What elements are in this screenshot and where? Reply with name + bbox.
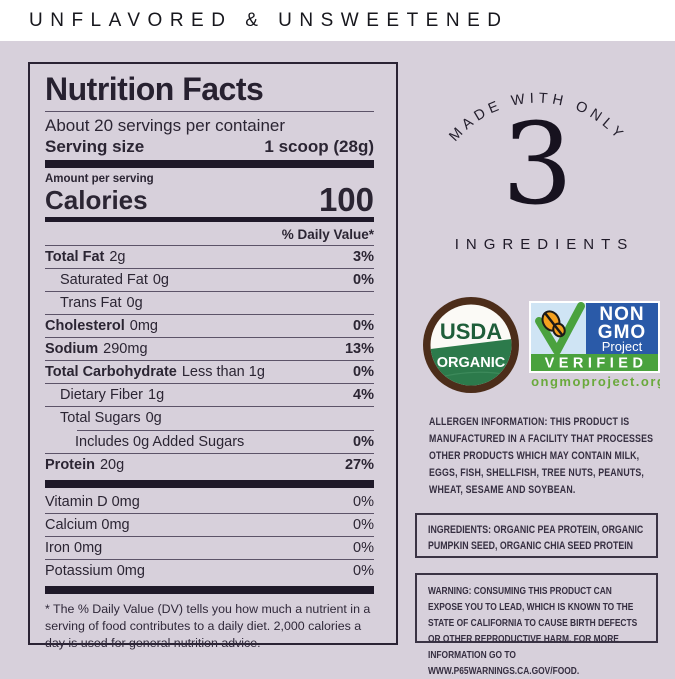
nutrient-amount: 0mg	[129, 318, 158, 334]
nutrient-name: Dietary Fiber	[60, 387, 143, 403]
nutrient-dv: 0%	[353, 364, 374, 380]
butterfly-icon	[541, 310, 566, 338]
ingredients-text: INGREDIENTS: ORGANIC PEA PROTEIN, ORGANI…	[428, 524, 644, 552]
nutrient-dv: 4%	[353, 387, 374, 403]
daily-value-header: % Daily Value*	[45, 224, 374, 246]
thick-divider	[45, 217, 374, 222]
nutrient-dv: 27%	[344, 457, 374, 473]
nutrient-dv: 0%	[353, 563, 374, 579]
ngmo-url: nongmoproject.org	[529, 374, 660, 389]
nutrient-dv: 0%	[353, 540, 374, 556]
nutrient-name: Total Sugars	[60, 410, 141, 426]
nutrient-name: Vitamin D 0mg	[45, 494, 140, 510]
nutrient-name: Iron 0mg	[45, 540, 103, 556]
nutrient-amount: 1g	[148, 387, 165, 403]
thick-divider	[45, 586, 374, 594]
servings-per-container: About 20 servings per container	[45, 116, 286, 135]
nutrient-name: Potassium 0mg	[45, 563, 145, 579]
prop65-warning-box: WARNING: CONSUMING THIS PRODUCT CAN EXPO…	[415, 573, 658, 677]
amount-per-serving-label: Amount per serving	[45, 173, 154, 185]
nutrient-dv: 0%	[353, 517, 374, 533]
nutrition-facts-title: Nutrition Facts	[45, 71, 264, 107]
nutrient-name: Protein	[45, 457, 95, 473]
micronutrient-row-vitamin-d: Vitamin D 0mg 0%	[45, 491, 374, 514]
usda-text: USDA	[440, 319, 502, 344]
ngmo-word-non: NON	[599, 304, 644, 325]
nutrient-row-total-fat: Total Fat 2g 3%	[45, 246, 374, 269]
nutrient-dv: 0%	[353, 434, 374, 450]
top-strip: UNFLAVORED & UNSWEETENED	[0, 0, 675, 41]
daily-value-footnote: * The % Daily Value (DV) tells you how m…	[45, 602, 371, 650]
thick-divider	[45, 480, 374, 488]
nutrient-row-saturated-fat: Saturated Fat 0g 0%	[45, 269, 374, 292]
variant-title: UNFLAVORED & UNSWEETENED	[29, 9, 509, 31]
micronutrient-row-calcium: Calcium 0mg 0%	[45, 514, 374, 537]
made-with-only-arc: MADE WITH ONLY	[446, 91, 624, 145]
nutrient-amount: 0g	[152, 272, 169, 288]
nutrient-name: Sodium	[45, 341, 99, 357]
calories-value: 100	[318, 181, 374, 218]
nutrient-dv: 0%	[353, 272, 374, 288]
ngmo-word-gmo: GMO	[598, 322, 646, 343]
ngmo-verified-text: VERIFIED	[545, 356, 648, 372]
serving-size-value: 1 scoop (28g)	[264, 137, 374, 156]
ngmo-word-project: Project	[602, 339, 643, 354]
nutrient-amount: 20g	[99, 457, 125, 473]
nutrient-row-total-carbohydrate: Total Carbohydrate Less than 1g 0%	[45, 361, 374, 384]
ingredients-box: INGREDIENTS: ORGANIC PEA PROTEIN, ORGANI…	[415, 513, 658, 558]
nutrient-row-sodium: Sodium 290mg 13%	[45, 338, 374, 361]
ingredients-caption: INGREDIENTS	[454, 236, 635, 253]
organic-text: ORGANIC	[437, 355, 506, 371]
usda-organic-badge: USDA ORGANIC	[423, 297, 519, 393]
nutrient-dv: 0%	[353, 318, 374, 334]
ngmo-blue-panel	[586, 303, 658, 354]
micronutrient-row-iron: Iron 0mg 0%	[45, 537, 374, 560]
nutrient-amount: 0g	[145, 410, 162, 426]
nutrient-row-dietary-fiber: Dietary Fiber 1g 4%	[45, 384, 374, 407]
nutrient-dv: 3%	[353, 249, 374, 265]
nutrient-name: Total Carbohydrate	[45, 364, 177, 380]
allergen-information: ALLERGEN INFORMATION: THIS PRODUCT IS MA…	[429, 416, 654, 496]
nutrient-name: Total Fat	[45, 249, 105, 265]
ingredient-count-number: 3	[501, 100, 574, 230]
nutrient-dv: 13%	[344, 341, 374, 357]
nutrient-name: Cholesterol	[45, 318, 125, 334]
nutrient-amount: 2g	[109, 249, 126, 265]
nutrient-row-cholesterol: Cholesterol 0mg 0%	[45, 315, 374, 338]
nutrient-amount: 290mg	[103, 341, 148, 357]
serving-size-row: Serving size 1 scoop (28g)	[45, 136, 374, 157]
nutrient-name: Calcium 0mg	[45, 517, 130, 533]
calories-row: Calories 100	[45, 181, 374, 218]
nutrient-row-trans-fat: Trans Fat 0g	[45, 292, 374, 315]
nutrient-amount: Less than 1g	[181, 364, 265, 380]
ngmo-verified-band	[531, 354, 658, 371]
prop65-warning-text: WARNING: CONSUMING THIS PRODUCT CAN EXPO…	[428, 585, 638, 677]
micronutrient-row-potassium: Potassium 0mg 0%	[45, 560, 374, 583]
sprout-check-icon	[535, 302, 585, 355]
nutrient-amount: 0g	[126, 295, 143, 311]
nutrition-facts-panel: Nutrition Facts About 20 servings per co…	[28, 62, 398, 650]
calories-label: Calories	[45, 185, 148, 215]
nutrient-row-added-sugars: Includes 0g Added Sugars 0%	[45, 431, 374, 454]
nutrient-row-protein: Protein 20g 27%	[45, 454, 374, 477]
nutrient-name: Saturated Fat	[60, 272, 148, 288]
nutrient-dv: 0%	[353, 494, 374, 510]
nutrient-name: Trans Fat	[60, 295, 122, 311]
serving-size-label: Serving size	[45, 137, 145, 156]
non-gmo-verified-badge: NON GMO Project VERIFIED nongmoproject.o…	[529, 301, 660, 389]
thick-divider	[45, 160, 374, 168]
divider	[45, 111, 374, 112]
nutrient-name: Includes 0g Added Sugars	[75, 434, 245, 450]
divider-indented	[77, 430, 374, 431]
nutrient-row-total-sugars: Total Sugars 0g	[45, 407, 374, 430]
